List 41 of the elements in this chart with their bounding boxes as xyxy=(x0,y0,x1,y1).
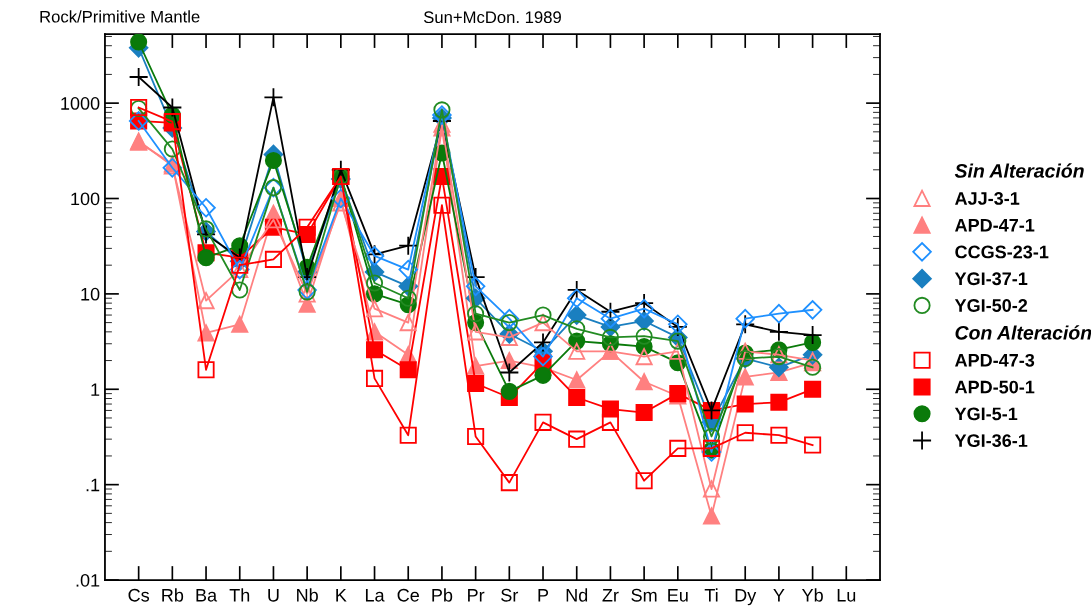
y-tick-label: 10 xyxy=(81,287,100,301)
x-tick-label: Cs xyxy=(128,588,150,602)
y-tick-label: .1 xyxy=(86,478,100,492)
y-tick-label: 1000 xyxy=(61,97,100,110)
x-tick-label: Sm xyxy=(631,588,657,602)
x-tick-label: Pb xyxy=(432,588,453,602)
x-tick-label: Ce xyxy=(397,588,419,602)
y-tick-label: 100 xyxy=(71,192,100,206)
legend-label: APD-47-1 xyxy=(955,219,1035,232)
x-tick-label: Eu xyxy=(668,589,688,602)
x-tick-label: La xyxy=(365,589,385,602)
x-tick-label: U xyxy=(268,589,279,602)
y-axis-title: Rock/Primitive Mantle xyxy=(40,10,200,23)
legend-label: YGI-37-1 xyxy=(954,272,1028,286)
legend-label: YGI-50-2 xyxy=(954,299,1028,312)
x-tick-label: Nb xyxy=(297,588,318,602)
x-tick-label: Y xyxy=(773,589,785,602)
legend-label: YGI-36-1 xyxy=(954,434,1028,448)
legend-label: AJJ-3-1 xyxy=(955,192,1020,205)
text: Sin Alteración xyxy=(954,163,1084,178)
x-tick-label: K xyxy=(336,589,347,602)
legend-label: APD-47-3 xyxy=(955,353,1035,367)
x-tick-label: Rb xyxy=(162,588,184,602)
text: Con Alteración xyxy=(955,325,1091,340)
chart-title: Sun+McDon. 1989 xyxy=(423,11,561,24)
legend-label: CCGS-23-1 xyxy=(955,245,1049,259)
x-tick-label: Yb xyxy=(801,588,823,602)
x-tick-label: Pr xyxy=(468,589,485,602)
y-tick-label: 1 xyxy=(91,383,100,396)
legend-label: APD-50-1 xyxy=(955,380,1035,394)
y-tick-label: .01 xyxy=(76,573,100,587)
x-tick-label: Nd xyxy=(566,588,588,602)
x-tick-label: Th xyxy=(229,588,250,602)
x-tick-label: Sr xyxy=(501,588,519,602)
x-tick-label: P xyxy=(538,589,549,602)
legend-label: YGI-5-1 xyxy=(954,407,1018,421)
x-tick-label: Dy xyxy=(735,589,757,606)
x-tick-label: Ti xyxy=(704,588,718,602)
x-tick-label: Lu xyxy=(837,589,856,602)
x-tick-label: Zr xyxy=(602,589,619,602)
x-tick-label: Ba xyxy=(196,589,218,602)
